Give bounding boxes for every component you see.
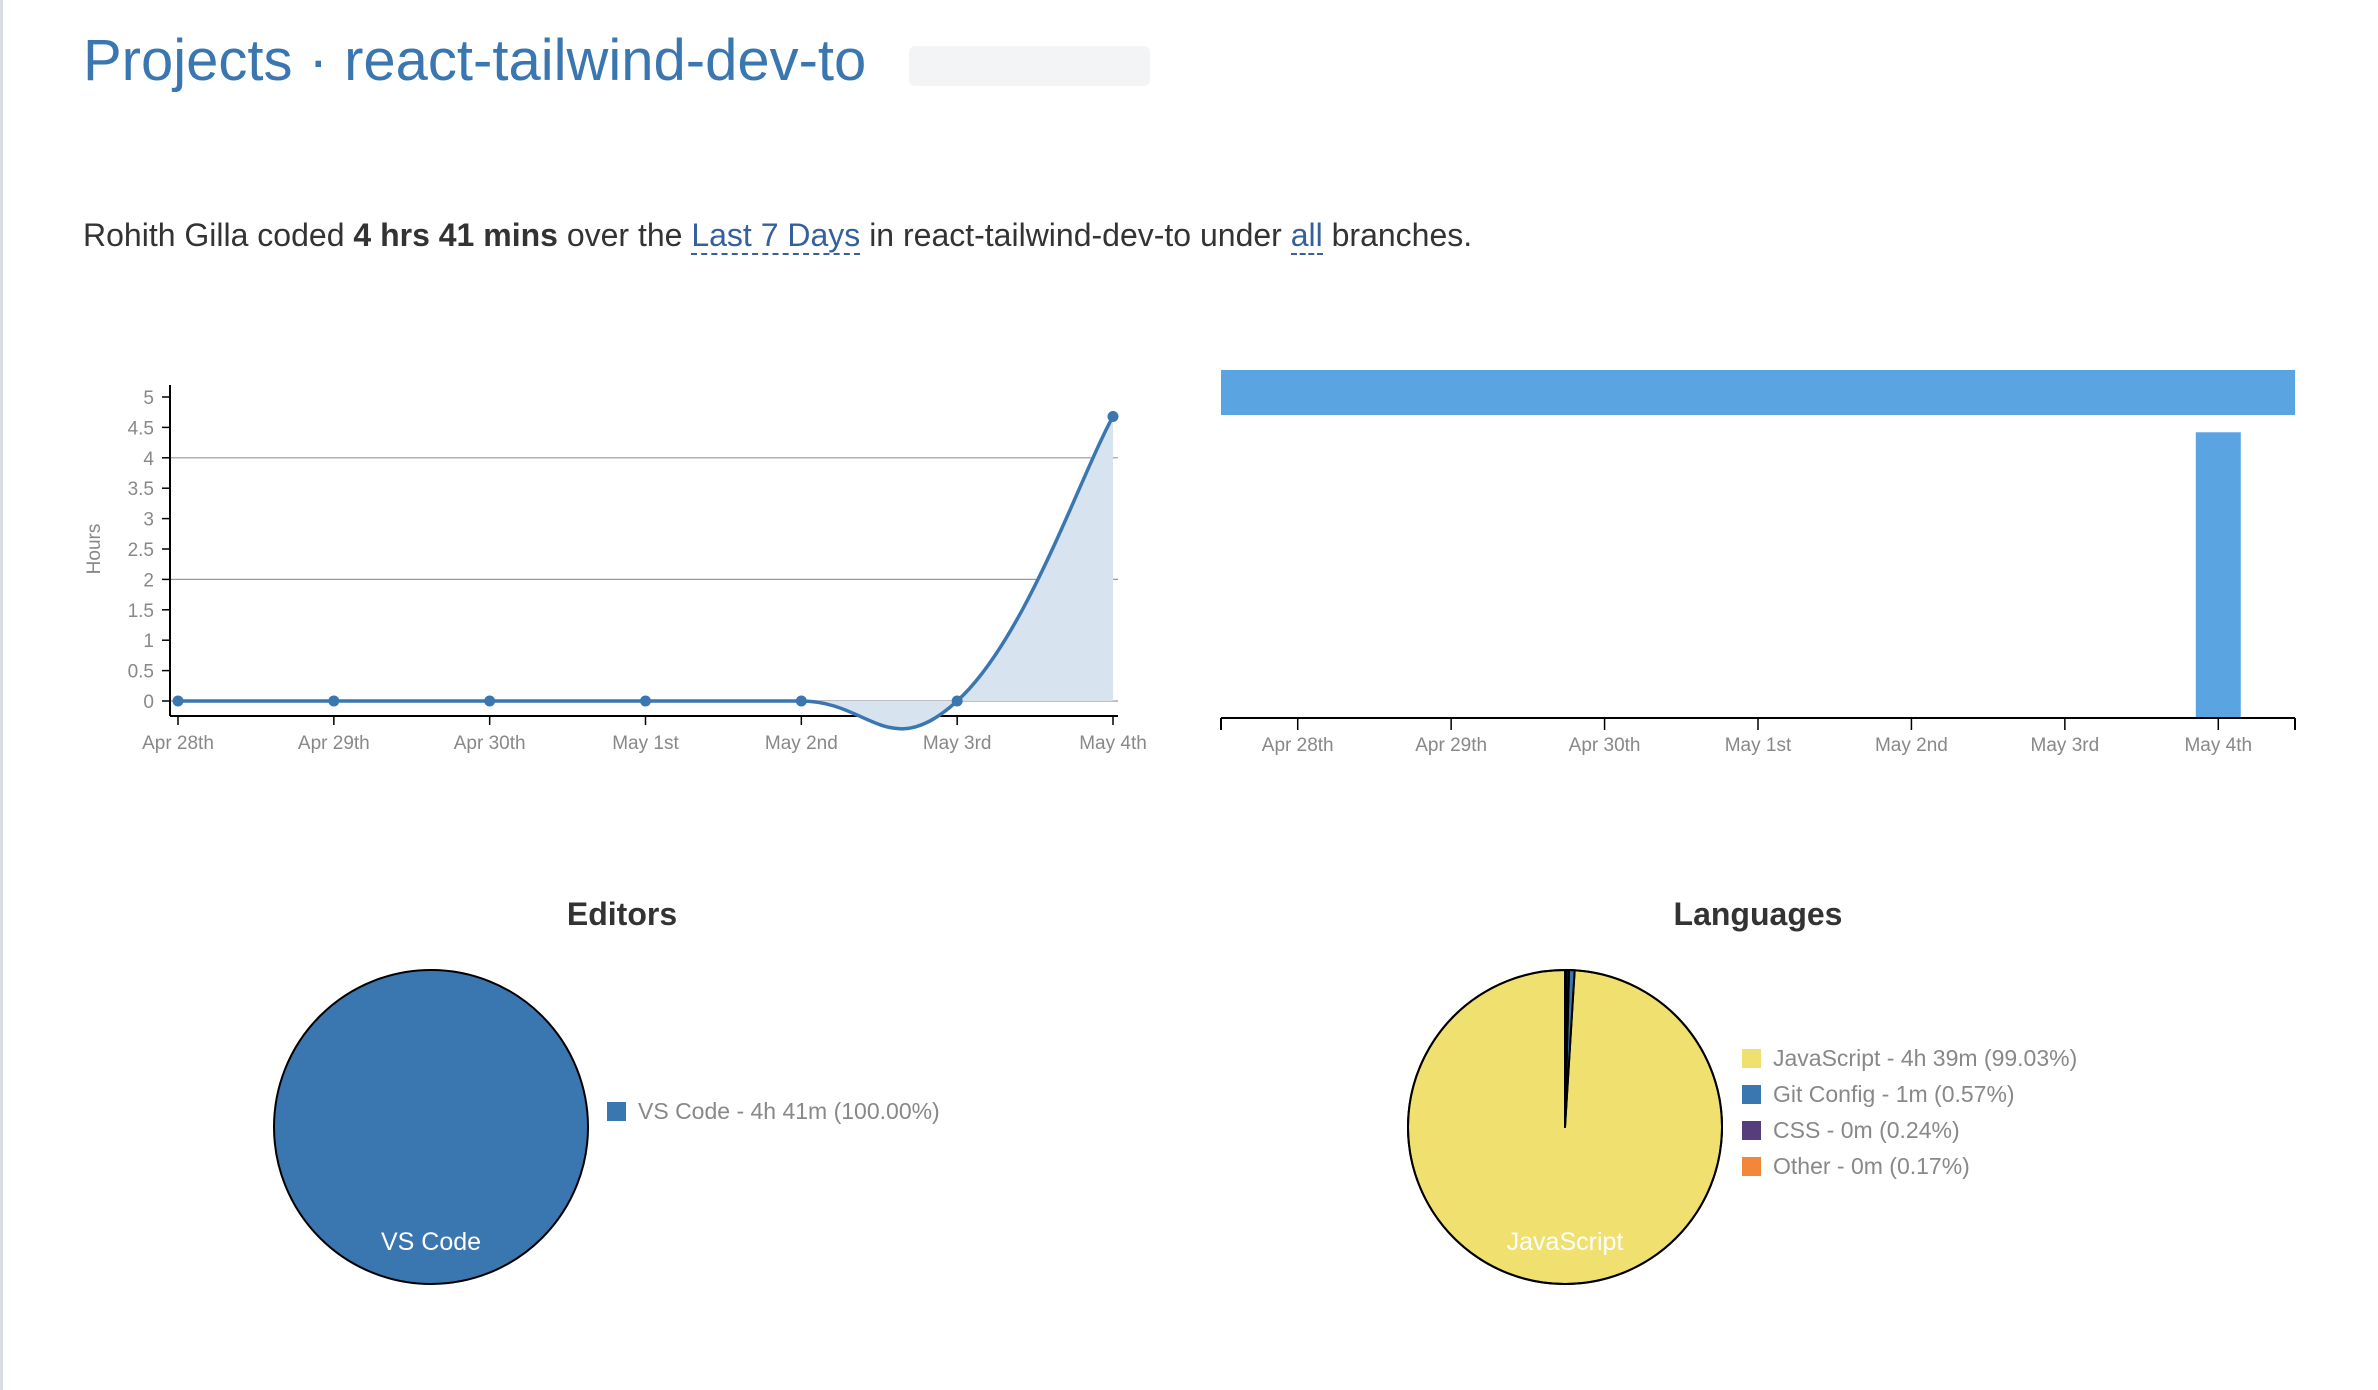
legend-item: Git Config - 1m (0.57%)	[1742, 1076, 2077, 1112]
x-tick-label: Apr 28th	[1262, 735, 1334, 756]
y-axis-label: Hours	[84, 524, 105, 575]
legend-label: Other - 0m (0.17%)	[1773, 1152, 1970, 1179]
data-point-2	[484, 695, 496, 707]
editors-title: Editors	[566, 896, 678, 932]
y-tick-label: 1.5	[128, 601, 154, 622]
legend-item: JavaScript - 4h 39m (99.03%)	[1742, 1040, 2077, 1076]
y-tick-label: 0	[143, 692, 154, 713]
coding-summary: Rohith Gilla coded 4 hrs 41 mins over th…	[83, 212, 1472, 258]
languages-title: Languages	[1673, 896, 1843, 932]
x-tick-label: Apr 29th	[1415, 735, 1487, 756]
y-tick-label: 3	[143, 510, 154, 531]
y-tick-label: 1	[143, 631, 154, 652]
x-tick-label: Apr 30th	[454, 733, 526, 754]
pie-slice-label: JavaScript	[1507, 1228, 1624, 1256]
legend-swatch	[1742, 1156, 1761, 1176]
data-point-3	[640, 695, 651, 707]
x-tick-label: Apr 29th	[298, 733, 370, 754]
summary-user: Rohith Gilla	[83, 217, 249, 253]
x-tick-label: May 2nd	[765, 733, 838, 754]
legend-item: VS Code - 4h 41m (100.00%)	[607, 1093, 940, 1129]
x-tick-label: Apr 28th	[142, 733, 214, 754]
x-tick-label: May 2nd	[1875, 735, 1948, 756]
summary-bar	[1221, 370, 2295, 415]
y-tick-label: 4.5	[128, 418, 154, 439]
pie-outline	[1407, 969, 1723, 1285]
hours-line-chart: 0 0.5 1 1.5 2 2.5 3 3.5 4 4.5 5 Hours Apr 28th Apr 29…	[84, 385, 1147, 754]
daily-bar-chart: Apr 28th Apr 29th Apr 30th May 1st May 2nd Ma…	[1220, 370, 2296, 756]
x-tick-label: May 3rd	[2031, 735, 2100, 756]
y-tick-label: 3.5	[128, 479, 154, 500]
languages-legend: JavaScript - 4h 39m (99.03%) Git Config -…	[1742, 1040, 2077, 1184]
x-tick-label: May 4th	[2184, 735, 2252, 756]
pie-slice-0	[273, 969, 589, 1285]
pie-slice-label: VS Code	[381, 1228, 481, 1256]
summary-coded: coded	[257, 217, 345, 253]
x-tick-label: May 1st	[1725, 735, 1792, 756]
languages-pie-chart: JavaScript	[1407, 969, 1723, 1285]
legend-swatch	[607, 1101, 626, 1121]
data-point-0	[172, 695, 184, 707]
y-tick-label: 2.5	[128, 540, 154, 561]
data-point-6	[1107, 410, 1119, 422]
title-separator: ·	[308, 28, 328, 93]
editors-legend: VS Code - 4h 41m (100.00%)	[607, 1093, 940, 1129]
x-tick-label: May 4th	[1079, 733, 1147, 754]
date-range-dropdown[interactable]: Last 7 Days	[691, 217, 861, 255]
series-line	[178, 415, 1115, 731]
y-tick-label: 2	[143, 570, 154, 591]
summary-over: over the	[566, 217, 683, 253]
y-tick-label: 4	[143, 449, 154, 470]
summary-branches: branches.	[1331, 217, 1473, 253]
summary-duration: 4 hrs 41 mins	[353, 217, 558, 253]
legend-label: JavaScript - 4h 39m (99.03%)	[1773, 1044, 2078, 1071]
legend-swatch	[1742, 1084, 1761, 1104]
editors-pie-chart: VS Code	[273, 969, 589, 1285]
legend-label: CSS - 0m (0.24%)	[1773, 1116, 1960, 1143]
summary-in: in react-tailwind-dev-to under	[869, 217, 1282, 253]
legend-label: VS Code - 4h 41m (100.00%)	[638, 1097, 940, 1124]
project-badge	[909, 46, 1150, 86]
left-border	[0, 0, 3, 1390]
legend-swatch	[1742, 1120, 1761, 1140]
legend-item: Other - 0m (0.17%)	[1742, 1148, 2077, 1184]
x-tick-label: May 3rd	[923, 733, 992, 754]
legend-label: Git Config - 1m (0.57%)	[1773, 1080, 2015, 1107]
bar-6	[2195, 432, 2241, 718]
data-point-5	[951, 695, 963, 707]
project-name-link[interactable]: react-tailwind-dev-to	[344, 28, 867, 93]
x-tick-label: Apr 30th	[1569, 735, 1641, 756]
page-title: Projects · react-tailwind-dev-to	[83, 24, 866, 98]
y-tick-label: 0.5	[128, 662, 154, 683]
projects-link[interactable]: Projects	[83, 28, 293, 93]
data-point-1	[328, 695, 340, 707]
legend-swatch	[1742, 1048, 1761, 1068]
branch-dropdown[interactable]: all	[1290, 217, 1323, 255]
legend-item: CSS - 0m (0.24%)	[1742, 1112, 2077, 1148]
data-point-4	[795, 695, 807, 707]
y-tick-label: 5	[143, 388, 154, 409]
x-tick-label: May 1st	[612, 733, 679, 754]
series-area	[178, 416, 1113, 729]
